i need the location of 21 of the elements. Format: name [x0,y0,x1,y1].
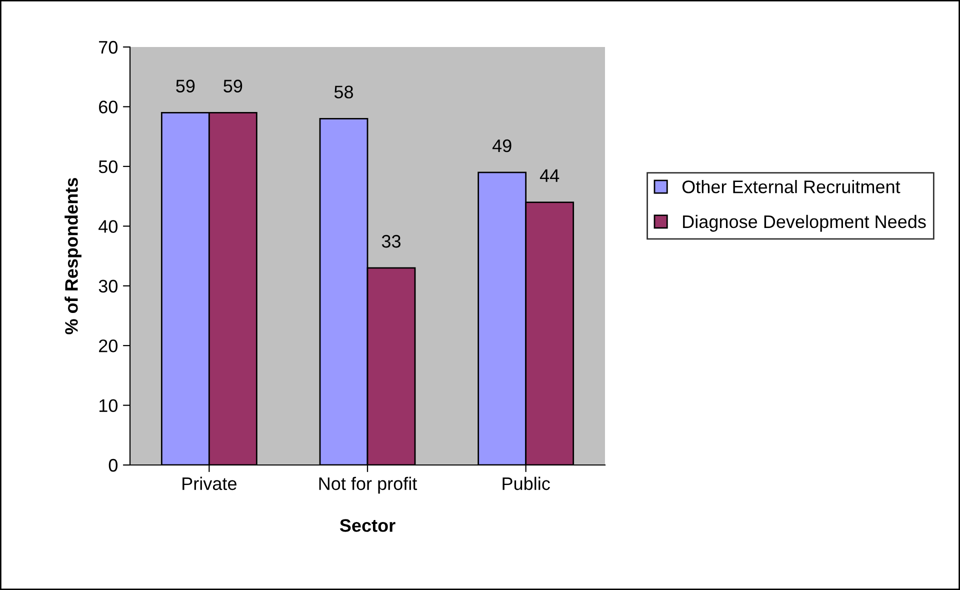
data-label: 44 [540,169,560,182]
legend-label: Other External Recruitment [682,180,900,194]
y-tick-label: 10 [99,399,118,412]
data-label: 33 [382,234,400,248]
data-label: 59 [176,80,195,92]
x-tick-label: Not for profit [319,476,418,494]
y-tick-label: 70 [99,40,118,54]
y-tick-label: 30 [98,280,118,293]
data-label: 58 [334,86,354,98]
data-label: 49 [492,139,512,152]
y-tick-label: 60 [99,100,118,114]
data-label: 59 [224,80,242,92]
y-tick-label: 0 [108,458,118,472]
y-tick-label: 50 [98,160,118,174]
x-axis-title: Sector [340,519,396,532]
y-tick-label: 20 [99,340,118,352]
y-tick-label: 40 [98,220,118,233]
x-tick-label: Public [502,476,550,490]
x-tick-label: Private [182,476,236,490]
y-axis-title: % of Respondents [64,178,82,334]
legend-label: Diagnose Development Needs [683,214,926,232]
